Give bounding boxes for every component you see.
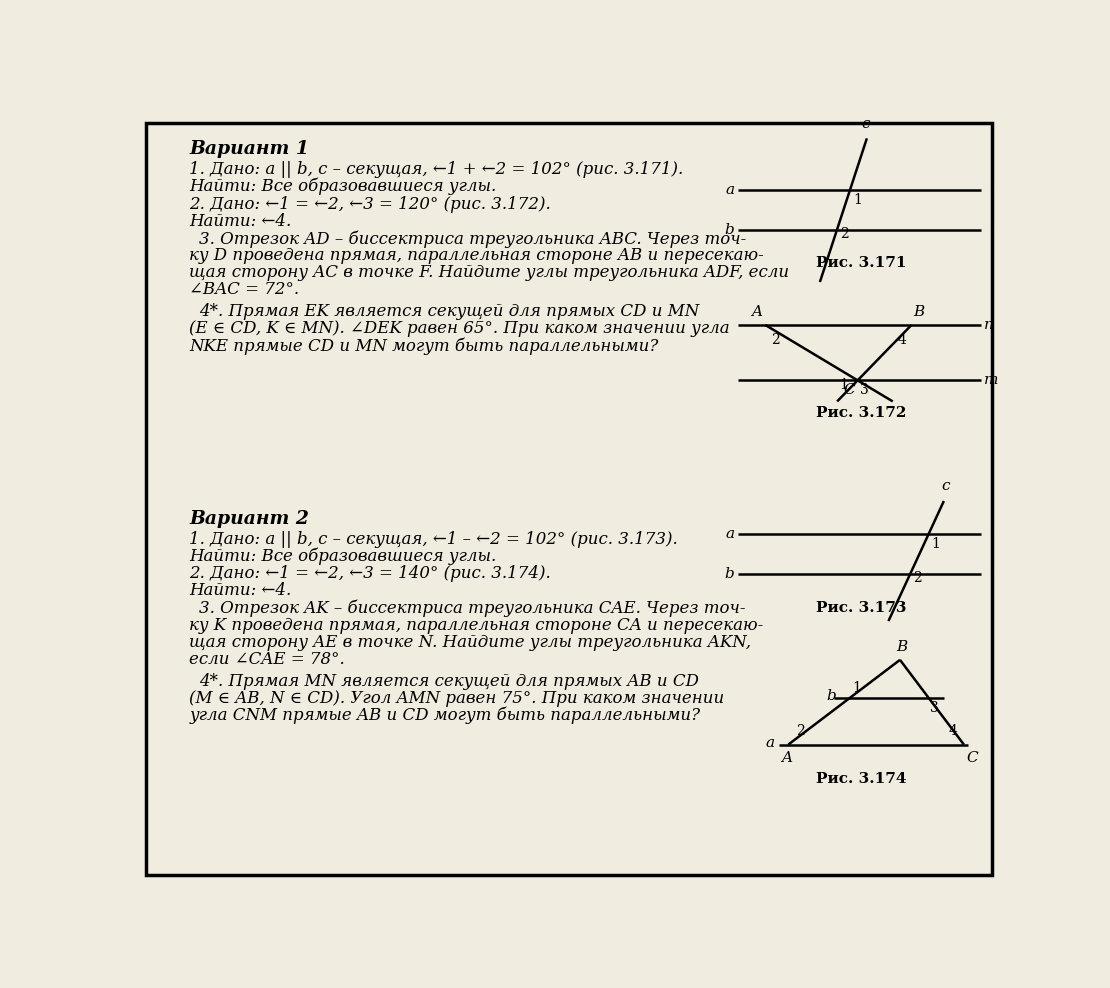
Text: 1: 1 bbox=[852, 681, 861, 695]
Text: Рис. 3.172: Рис. 3.172 bbox=[816, 406, 907, 420]
Text: B: B bbox=[914, 304, 925, 319]
Text: если ∠CAE = 78°.: если ∠CAE = 78°. bbox=[190, 651, 345, 668]
Text: (M ∈ AB, N ∈ CD). Угол AMN равен 75°. При каком значении: (M ∈ AB, N ∈ CD). Угол AMN равен 75°. Пр… bbox=[190, 690, 725, 706]
Text: (E ∈ CD, K ∈ MN). ∠DEK равен 65°. При каком значении угла: (E ∈ CD, K ∈ MN). ∠DEK равен 65°. При ка… bbox=[190, 320, 730, 337]
Text: 3: 3 bbox=[860, 382, 869, 396]
Text: A: A bbox=[751, 304, 763, 319]
Text: ку D проведена прямая, параллельная стороне AB и пересекаю-: ку D проведена прямая, параллельная стор… bbox=[190, 247, 764, 264]
Text: щая сторону AC в точке F. Найдите углы треугольника ADF, если: щая сторону AC в точке F. Найдите углы т… bbox=[190, 264, 789, 282]
Text: Найти: Все образовавшиеся углы.: Найти: Все образовавшиеся углы. bbox=[190, 547, 496, 565]
Text: Вариант 2: Вариант 2 bbox=[190, 510, 310, 528]
Text: b: b bbox=[826, 690, 836, 703]
Text: ∠BAC = 72°.: ∠BAC = 72°. bbox=[190, 281, 300, 298]
Text: a: a bbox=[765, 736, 775, 750]
Text: m: m bbox=[983, 373, 998, 387]
Text: 4*. Прямая EK является секущей для прямых CD и MN: 4*. Прямая EK является секущей для прямы… bbox=[200, 303, 699, 320]
Text: 1: 1 bbox=[931, 537, 940, 551]
Text: C: C bbox=[966, 751, 978, 765]
Text: 4: 4 bbox=[898, 333, 907, 347]
Text: b: b bbox=[725, 223, 735, 237]
Text: 2: 2 bbox=[914, 571, 921, 585]
Text: 2: 2 bbox=[840, 227, 849, 241]
Text: 4: 4 bbox=[949, 724, 958, 738]
Text: C: C bbox=[842, 382, 855, 396]
Text: 1: 1 bbox=[839, 378, 848, 392]
Text: 3: 3 bbox=[930, 701, 939, 715]
Text: 2. Дано: ←1 = ←2, ←3 = 120° (рис. 3.172).: 2. Дано: ←1 = ←2, ←3 = 120° (рис. 3.172)… bbox=[190, 196, 551, 212]
Text: Найти: ←4.: Найти: ←4. bbox=[190, 582, 292, 599]
Text: Рис. 3.173: Рис. 3.173 bbox=[816, 601, 907, 615]
Text: c: c bbox=[861, 117, 869, 130]
Text: B: B bbox=[896, 639, 907, 654]
Text: Найти: Все образовавшиеся углы.: Найти: Все образовавшиеся углы. bbox=[190, 178, 496, 196]
Text: ку K проведена прямая, параллельная стороне CA и пересекаю-: ку K проведена прямая, параллельная стор… bbox=[190, 617, 764, 633]
Text: угла CNM прямые AB и CD могут быть параллельными?: угла CNM прямые AB и CD могут быть парал… bbox=[190, 706, 700, 724]
Text: 2: 2 bbox=[796, 724, 805, 738]
Text: 1. Дано: a || b, c – секущая, ←1 + ←2 = 102° (рис. 3.171).: 1. Дано: a || b, c – секущая, ←1 + ←2 = … bbox=[190, 161, 684, 178]
Text: Вариант 1: Вариант 1 bbox=[190, 140, 310, 158]
Text: 3. Отрезок AK – биссектриса треугольника CAE. Через точ-: 3. Отрезок AK – биссектриса треугольника… bbox=[200, 600, 746, 618]
Text: b: b bbox=[725, 567, 735, 581]
Text: 4*. Прямая MN является секущей для прямых AB и CD: 4*. Прямая MN является секущей для прямы… bbox=[200, 673, 699, 690]
Text: A: A bbox=[781, 751, 793, 765]
Text: щая сторону AE в точке N. Найдите углы треугольника AKN,: щая сторону AE в точке N. Найдите углы т… bbox=[190, 633, 751, 651]
Text: 2: 2 bbox=[771, 333, 780, 347]
Text: Найти: ←4.: Найти: ←4. bbox=[190, 212, 292, 229]
Text: 3. Отрезок AD – биссектриса треугольника ABC. Через точ-: 3. Отрезок AD – биссектриса треугольника… bbox=[200, 230, 747, 248]
Text: 2. Дано: ←1 = ←2, ←3 = 140° (рис. 3.174).: 2. Дано: ←1 = ←2, ←3 = 140° (рис. 3.174)… bbox=[190, 565, 551, 582]
Text: a: a bbox=[725, 528, 735, 541]
Text: Рис. 3.174: Рис. 3.174 bbox=[816, 772, 907, 785]
Text: NKE прямые CD и MN могут быть параллельными?: NKE прямые CD и MN могут быть параллельн… bbox=[190, 337, 658, 355]
Text: 1. Дано: a || b, c – секущая, ←1 – ←2 = 102° (рис. 3.173).: 1. Дано: a || b, c – секущая, ←1 – ←2 = … bbox=[190, 531, 678, 547]
Text: 1: 1 bbox=[852, 194, 861, 207]
Text: n: n bbox=[983, 318, 993, 332]
Text: c: c bbox=[941, 479, 950, 493]
Text: Рис. 3.171: Рис. 3.171 bbox=[816, 256, 907, 270]
Text: a: a bbox=[725, 183, 735, 198]
